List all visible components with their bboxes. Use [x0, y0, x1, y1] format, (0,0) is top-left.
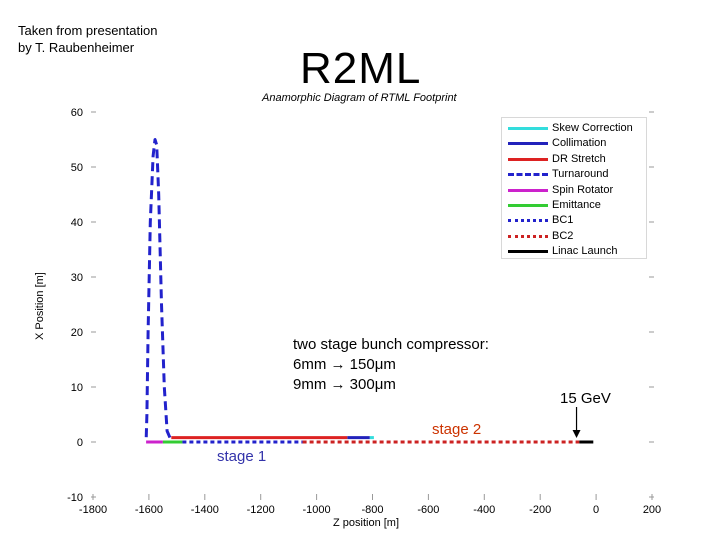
legend-label: Spin Rotator — [552, 183, 614, 196]
legend-label: Skew Correction — [552, 122, 633, 134]
legend-swatch — [508, 219, 548, 223]
chart-legend: Skew Correction Collimation DR Stretch Turn… — [501, 117, 647, 259]
x-tick-label: -1800 — [79, 504, 107, 516]
x-tick-label: 0 — [593, 504, 599, 516]
y-axis-label: X Position [m] — [34, 272, 46, 340]
compressor-line-2: 9mm → 300μm — [293, 376, 396, 393]
compressor-line-1: 6mm → 150μm — [293, 356, 396, 373]
x-tick-label: -800 — [361, 504, 383, 516]
legend-swatch — [508, 173, 548, 177]
legend-entry: BC1 — [502, 214, 648, 226]
x-tick-label: -400 — [473, 504, 495, 516]
legend-entry: Turnaround — [502, 168, 648, 180]
legend-label: Linac Launch — [552, 245, 618, 258]
y-tick-label: 40 — [71, 217, 83, 229]
legend-swatch — [508, 142, 548, 146]
y-tick-label: 10 — [71, 382, 83, 394]
x-tick-label: -1400 — [191, 504, 219, 516]
credit-line-2: by T. Raubenheimer — [18, 40, 135, 55]
x-tick-label: -200 — [529, 504, 551, 516]
chart-title: Anamorphic Diagram of RTML Footprint — [262, 92, 457, 104]
legend-label: Emittance — [552, 199, 601, 211]
y-tick-label: 50 — [71, 162, 83, 174]
legend-label: DR Stretch — [552, 152, 606, 165]
x-tick-label: 200 — [643, 504, 661, 516]
compressor-title: two stage bunch compressor: — [293, 336, 489, 353]
legend-swatch — [508, 204, 548, 207]
legend-entry: Collimation — [502, 137, 648, 149]
legend-entry: Skew Correction — [502, 122, 648, 134]
legend-label: Collimation — [552, 137, 607, 150]
x-tick-label: -1000 — [303, 504, 331, 516]
y-tick-label: -10 — [67, 492, 83, 504]
credit-line-1: Taken from presentation — [18, 23, 158, 38]
legend-entry: Emittance — [502, 199, 648, 211]
legend-label: BC2 — [552, 229, 574, 242]
stage-1-label: stage 1 — [217, 448, 267, 465]
compressor-annotation: two stage bunch compressor: 6mm → 150μm … — [293, 335, 489, 395]
legend-entry: BC2 — [502, 230, 648, 242]
legend-entry: DR Stretch — [502, 153, 648, 165]
slide-title: R2ML — [300, 44, 422, 93]
y-tick-label: 20 — [71, 327, 83, 339]
energy-label: 15 GeV — [560, 390, 611, 407]
credit-note: Taken from presentation by T. Raubenheim… — [18, 22, 157, 56]
stage-2-label: stage 2 — [432, 421, 482, 438]
y-tick-label: 30 — [71, 272, 83, 284]
legend-swatch — [508, 157, 548, 161]
series-line — [144, 138, 172, 443]
x-tick-label: -1600 — [135, 504, 163, 516]
y-tick-label: 0 — [77, 437, 83, 449]
y-tick-label: 60 — [71, 107, 83, 119]
legend-label: BC1 — [552, 214, 574, 227]
energy-arrow-head — [572, 430, 581, 438]
legend-swatch — [508, 188, 548, 192]
x-axis-label: Z position [m] — [333, 517, 400, 529]
legend-label: Turnaround — [552, 168, 609, 181]
legend-swatch — [508, 234, 548, 238]
legend-swatch — [508, 250, 548, 254]
x-tick-label: -600 — [417, 504, 439, 516]
legend-entry: Spin Rotator — [502, 184, 648, 196]
legend-entry: Linac Launch — [502, 245, 648, 257]
x-tick-label: -1200 — [247, 504, 275, 516]
legend-swatch — [508, 127, 548, 130]
